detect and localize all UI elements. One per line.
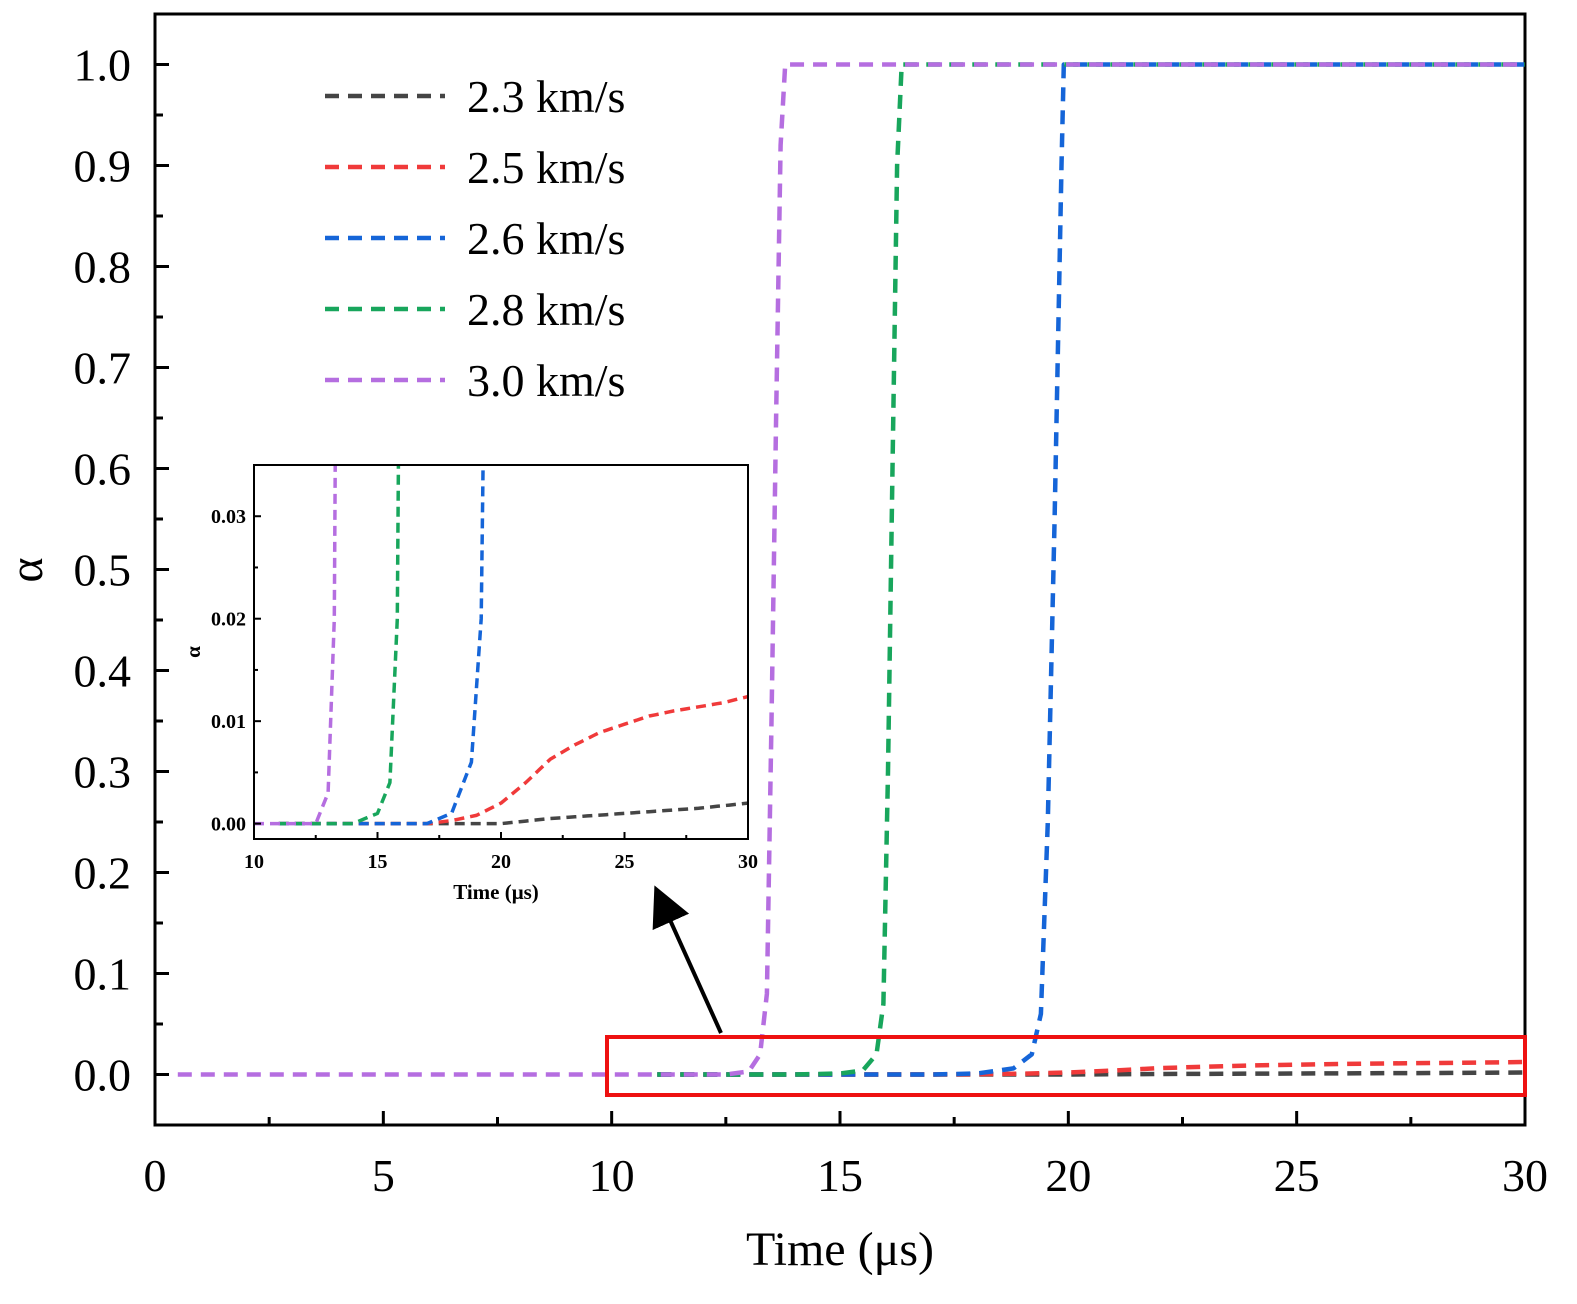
inset-y-tick-label-0-00: 0.00: [211, 814, 246, 836]
y-tick-label-0-1: 0.1: [74, 949, 132, 1000]
legend-label-2-3-km-s: 2.3 km/s: [467, 71, 625, 122]
inset-series-group: [254, 465, 748, 826]
x-axis-title: Time (μs): [746, 1223, 934, 1276]
legend-label-2-5-km-s: 2.5 km/s: [467, 142, 625, 193]
inset-x-tick-label-20: 20: [491, 851, 511, 873]
x-tick-label-10: 10: [589, 1150, 635, 1201]
inset-arrow: [652, 885, 723, 1034]
inset-x-tick-label-15: 15: [368, 851, 388, 873]
x-tick-label-5: 5: [372, 1150, 395, 1201]
y-tick-label-0-4: 0.4: [74, 646, 132, 697]
legend-label-2-8-km-s: 2.8 km/s: [467, 284, 625, 335]
x-tick-label-30: 30: [1502, 1150, 1548, 1201]
series-line-3-0-km-s: [177, 62, 1525, 1077]
y-tick-label-0-2: 0.2: [74, 848, 132, 899]
series-line-2-3-km-s: [657, 1070, 1525, 1077]
series-line-2-8-km-s: [657, 62, 1525, 1077]
y-tick-label-0-7: 0.7: [74, 343, 132, 394]
inset-y-tick-label-0-01: 0.01: [211, 711, 246, 733]
y-axis-title: α: [0, 557, 53, 582]
y-tick-label-0-0: 0.0: [74, 1050, 132, 1101]
x-tick-label-25: 25: [1274, 1150, 1320, 1201]
y-tick-label-0-9: 0.9: [74, 141, 132, 192]
legend: 2.3 km/s 2.5 km/s 2.6 km/s 2.8 km/s 3.0 km/s: [325, 71, 625, 406]
inset-x-axis-title: Time (μs): [453, 880, 539, 904]
inset-y-tick-label-0-02: 0.02: [211, 609, 246, 631]
y-tick-label-0-5: 0.5: [74, 545, 132, 596]
x-tick-label-15: 15: [817, 1150, 863, 1201]
inset-x-tick-label-30: 30: [738, 851, 758, 873]
legend-label-2-6-km-s: 2.6 km/s: [467, 213, 625, 264]
inset-y-tick-label-0-03: 0.03: [211, 506, 246, 528]
inset-series-line-2-8-km-s: [278, 465, 401, 826]
y-tick-label-0-8: 0.8: [74, 242, 132, 293]
x-tick-label-20: 20: [1045, 1150, 1091, 1201]
inset-series-line-2-5-km-s: [278, 694, 748, 826]
inset-series-line-2-6-km-s: [278, 465, 485, 826]
y-tick-label-0-3: 0.3: [74, 747, 132, 798]
y-tick-label-0-6: 0.6: [74, 444, 132, 495]
inset-series-line-2-3-km-s: [278, 801, 748, 826]
inset-axis-ticks: 10 15 20 25 30 0.00 0.01 0.02 0.03: [211, 464, 758, 873]
inset-x-tick-label-10: 10: [244, 851, 264, 873]
main-series-group: [177, 62, 1525, 1077]
legend-label-3-0-km-s: 3.0 km/s: [467, 355, 625, 406]
inset-x-tick-label-25: 25: [615, 851, 635, 873]
x-tick-label-0: 0: [144, 1150, 167, 1201]
main-axis-ticks: 0 5 10 15 20 25 30 0.0 0.1 0.2 0.3 0.4 0.5 0.6 0.7 0.8 0…: [74, 40, 1549, 1202]
y-tick-label-1-0: 1.0: [74, 40, 132, 91]
inset-y-axis-title: α: [181, 646, 205, 658]
zoom-region-box: [605, 1035, 1527, 1097]
series-line-2-6-km-s: [657, 62, 1525, 1077]
